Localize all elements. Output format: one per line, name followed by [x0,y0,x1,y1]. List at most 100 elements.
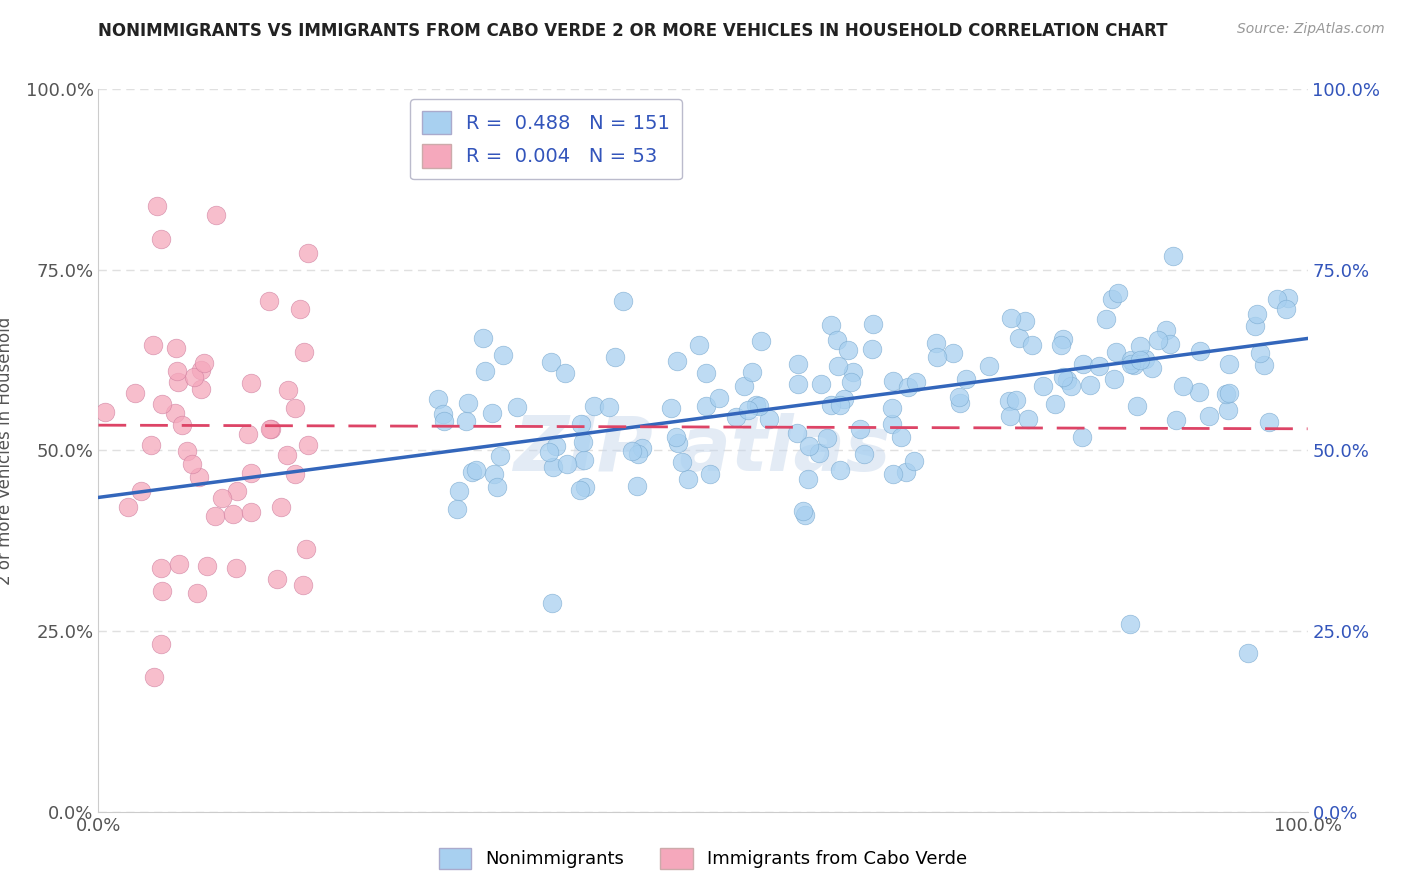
Point [1159,337,1181,351]
Point [787,357,810,371]
Point [292,344,315,359]
Point [849,422,872,436]
Point [666,354,689,368]
Point [1107,286,1129,301]
Point [569,417,592,431]
Point [1060,379,1083,393]
Point [1275,302,1298,317]
Point [612,293,634,308]
Point [259,422,281,436]
Text: Source: ZipAtlas.com: Source: ZipAtlas.com [1237,22,1385,37]
Point [1171,378,1194,392]
Point [671,455,693,469]
Point [1125,399,1147,413]
Point [481,406,503,420]
Point [225,561,247,575]
Point [825,333,848,347]
Point [1008,331,1031,345]
Point [832,392,855,407]
Point [1000,311,1022,326]
Point [226,484,249,499]
Point [1105,345,1128,359]
Point [979,359,1001,373]
Point [537,445,560,459]
Point [1119,616,1142,631]
Point [862,317,884,331]
Point [167,557,190,571]
Point [166,375,188,389]
Point [927,350,949,364]
Point [129,484,152,499]
Point [297,245,319,260]
Point [1129,352,1152,367]
Point [815,431,838,445]
Point [266,572,288,586]
Point [295,541,318,556]
Point [1249,346,1271,360]
Point [277,384,299,398]
Point [1140,361,1163,376]
Point [626,479,648,493]
Point [1017,412,1039,426]
Point [998,393,1021,408]
Point [432,408,454,422]
Point [797,472,820,486]
Point [541,596,564,610]
Point [1071,357,1094,371]
Point [239,466,262,480]
Point [190,363,212,377]
Point [699,467,721,481]
Point [748,399,770,413]
Point [598,401,620,415]
Point [733,379,755,393]
Point [741,365,763,379]
Point [688,338,710,352]
Point [1253,358,1275,372]
Point [270,500,292,515]
Point [666,436,689,450]
Point [665,429,688,443]
Point [94,405,117,419]
Point [117,500,139,514]
Point [506,400,529,414]
Point [839,375,862,389]
Point [180,457,202,471]
Point [758,411,780,425]
Point [239,505,262,519]
Point [853,447,876,461]
Point [709,391,731,405]
Point [166,364,188,378]
Point [186,586,208,600]
Point [583,399,606,413]
Point [569,483,592,498]
Point [1050,337,1073,351]
Point [222,508,245,522]
Point [259,293,281,308]
Point [197,558,219,573]
Point [170,418,193,433]
Point [882,374,904,388]
Point [737,402,759,417]
Text: ZIP atlas: ZIP atlas [515,414,891,487]
Point [1005,393,1028,408]
Point [433,413,456,427]
Point [474,364,496,378]
Point [820,399,842,413]
Point [1119,353,1142,368]
Point [695,366,717,380]
Point [574,480,596,494]
Point [955,372,977,386]
Point [143,670,166,684]
Point [1078,377,1101,392]
Point [1014,314,1036,328]
Point [786,426,808,441]
Point [205,208,228,222]
Point [810,377,832,392]
Point [1265,292,1288,306]
Point [1071,430,1094,444]
Point [472,331,495,345]
Point [1133,351,1156,366]
Point [142,338,165,352]
Point [546,439,568,453]
Point [904,376,927,390]
